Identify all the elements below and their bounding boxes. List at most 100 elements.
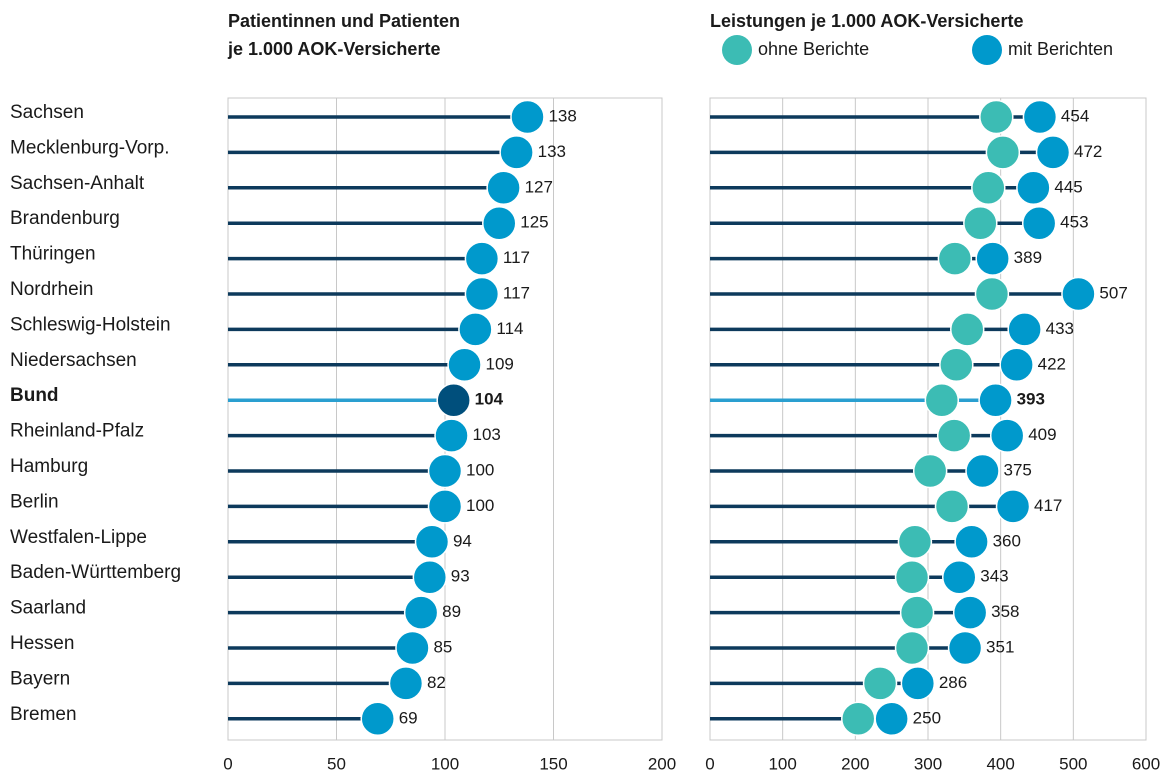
value-label: 109 bbox=[486, 354, 514, 373]
dot bbox=[510, 99, 545, 135]
chart-title: je 1.000 AOK-Versicherte bbox=[227, 39, 440, 59]
value-label: 103 bbox=[473, 425, 501, 444]
value-label: 100 bbox=[466, 496, 494, 515]
dot bbox=[939, 347, 974, 383]
dot bbox=[947, 630, 983, 666]
dot bbox=[1016, 170, 1051, 206]
value-label: 422 bbox=[1038, 354, 1066, 373]
category-label: Sachsen-Anhalt bbox=[10, 173, 145, 194]
category-label: Saarland bbox=[10, 598, 86, 619]
value-label: 417 bbox=[1034, 496, 1062, 515]
value-label: 85 bbox=[433, 637, 452, 656]
chart-title: Leistungen je 1.000 AOK-Versicherte bbox=[710, 11, 1023, 31]
value-label: 89 bbox=[442, 602, 461, 621]
category-label: Berlin bbox=[10, 491, 59, 512]
value-label: 117 bbox=[503, 283, 530, 302]
dot bbox=[952, 595, 988, 630]
value-label: 117 bbox=[503, 248, 530, 267]
dot bbox=[949, 312, 985, 347]
dot bbox=[954, 524, 989, 560]
x-tick-label: 300 bbox=[914, 754, 942, 773]
value-label: 433 bbox=[1046, 319, 1074, 338]
dot bbox=[862, 666, 898, 701]
value-label: 93 bbox=[451, 567, 470, 586]
dot bbox=[900, 666, 936, 701]
x-tick-label: 400 bbox=[986, 754, 1014, 773]
category-label: Westfalen-Lippe bbox=[10, 527, 147, 548]
x-tick-label: 150 bbox=[539, 754, 567, 773]
dot bbox=[395, 630, 430, 666]
value-label: 100 bbox=[466, 460, 494, 479]
value-label: 138 bbox=[548, 106, 576, 125]
value-label: 69 bbox=[399, 708, 418, 727]
dot bbox=[482, 205, 517, 241]
dot bbox=[975, 241, 1010, 276]
category-label: Schleswig-Holstein bbox=[10, 314, 171, 335]
dot bbox=[899, 595, 935, 630]
value-label: 104 bbox=[475, 390, 504, 409]
value-label: 351 bbox=[986, 637, 1014, 656]
dot bbox=[840, 701, 876, 737]
dot bbox=[937, 241, 973, 276]
x-tick-label: 0 bbox=[705, 754, 714, 773]
x-tick-label: 0 bbox=[223, 754, 232, 773]
value-label: 445 bbox=[1054, 177, 1082, 196]
dot bbox=[999, 347, 1034, 383]
dot bbox=[965, 453, 1000, 489]
x-tick-label: 600 bbox=[1132, 754, 1160, 773]
category-label: Baden-Württemberg bbox=[10, 562, 181, 583]
value-label: 358 bbox=[991, 602, 1019, 621]
dot bbox=[447, 347, 482, 383]
dot bbox=[897, 524, 933, 560]
dot bbox=[924, 382, 960, 418]
dot bbox=[427, 489, 463, 524]
dot bbox=[458, 312, 493, 347]
x-tick-label: 200 bbox=[648, 754, 676, 773]
dot bbox=[941, 559, 977, 595]
value-label: 472 bbox=[1074, 142, 1102, 161]
dot bbox=[1022, 99, 1058, 135]
x-tick-label: 500 bbox=[1059, 754, 1087, 773]
dot bbox=[360, 701, 395, 737]
x-tick-label: 100 bbox=[431, 754, 459, 773]
value-label: 114 bbox=[496, 319, 523, 338]
dot bbox=[464, 276, 500, 312]
category-label: Bund bbox=[10, 385, 59, 406]
category-label: Rheinland-Pfalz bbox=[10, 421, 144, 442]
category-label: Bremen bbox=[10, 704, 77, 725]
dot bbox=[1007, 312, 1042, 347]
value-label: 82 bbox=[427, 673, 446, 692]
value-label: 250 bbox=[913, 708, 941, 727]
value-label: 393 bbox=[1017, 390, 1045, 409]
category-label: Mecklenburg-Vorp. bbox=[10, 137, 169, 158]
x-tick-label: 50 bbox=[327, 754, 346, 773]
category-label: Sachsen bbox=[10, 102, 84, 123]
dot bbox=[971, 170, 1006, 206]
dot bbox=[403, 595, 439, 630]
dot bbox=[995, 489, 1031, 524]
dot bbox=[989, 418, 1025, 453]
value-label: 507 bbox=[1099, 283, 1127, 302]
dot bbox=[388, 666, 424, 701]
x-tick-label: 100 bbox=[768, 754, 796, 773]
dot bbox=[464, 241, 500, 276]
category-label: Brandenburg bbox=[10, 208, 120, 229]
dot bbox=[912, 453, 948, 489]
value-label: 133 bbox=[538, 142, 566, 161]
value-label: 343 bbox=[980, 567, 1008, 586]
dot bbox=[979, 99, 1014, 135]
category-label: Hessen bbox=[10, 633, 74, 654]
dot bbox=[936, 418, 972, 453]
dot bbox=[894, 630, 930, 666]
value-label: 94 bbox=[453, 531, 472, 550]
value-label: 127 bbox=[525, 177, 553, 196]
dot bbox=[963, 205, 998, 241]
value-label: 409 bbox=[1028, 425, 1056, 444]
dot bbox=[434, 418, 469, 453]
category-label: Niedersachsen bbox=[10, 350, 137, 371]
value-label: 125 bbox=[520, 213, 548, 232]
dot bbox=[974, 276, 1010, 312]
dot bbox=[436, 382, 471, 418]
dot bbox=[1021, 205, 1057, 241]
x-tick-label: 200 bbox=[841, 754, 869, 773]
